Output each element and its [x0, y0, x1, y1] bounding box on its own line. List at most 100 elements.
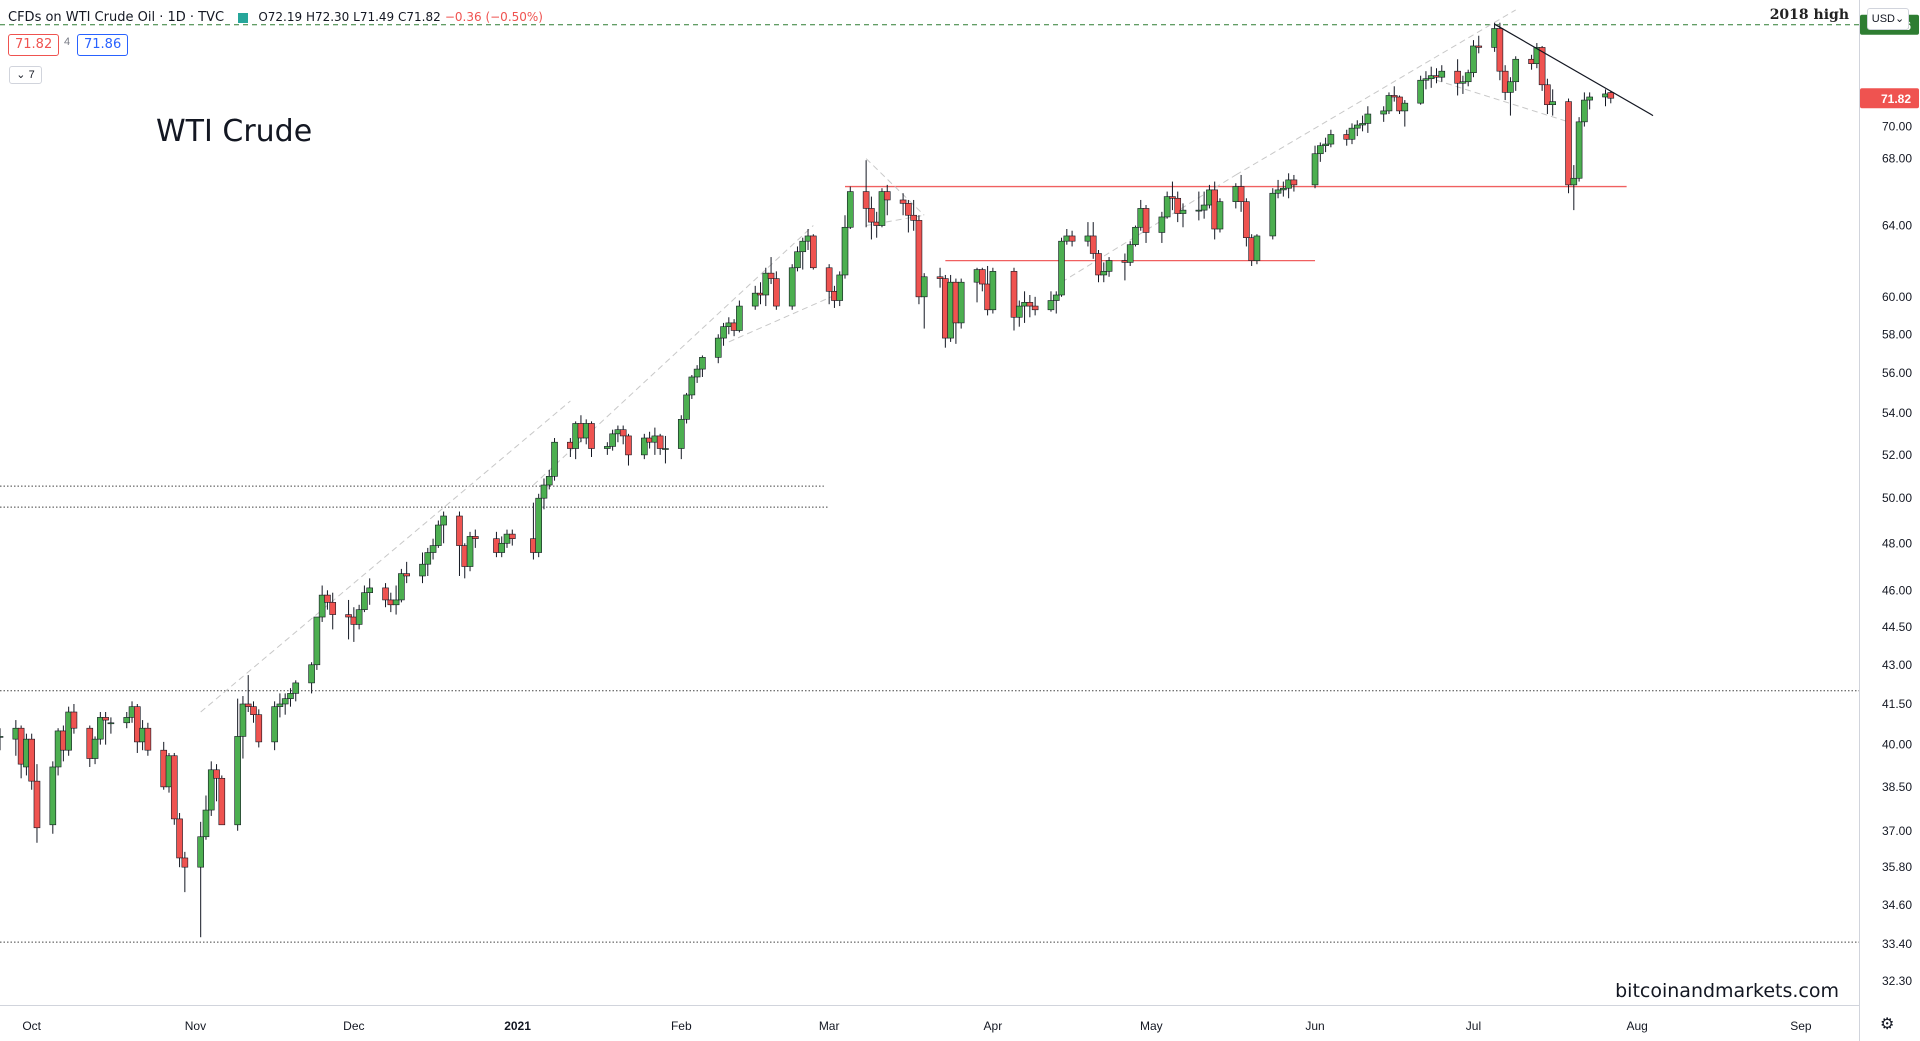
candle-body [213, 769, 220, 779]
sell-price-button[interactable]: 71.82 [8, 34, 60, 56]
candle-body [1052, 294, 1060, 301]
y-tick-label: 33.40 [1882, 937, 1912, 951]
candle-body [720, 326, 727, 339]
candle-body [456, 515, 463, 546]
candle-body [1089, 235, 1097, 254]
candle-body [1390, 95, 1398, 98]
candle-body [313, 616, 321, 666]
y-tick-label: 37.00 [1882, 824, 1912, 838]
last-price-label: 71.82 [1881, 92, 1911, 106]
candle-body [65, 711, 72, 751]
candle-body [1179, 209, 1187, 214]
candle-body [936, 276, 944, 279]
candle-body [403, 573, 410, 577]
candle-body [1385, 95, 1393, 112]
x-tick-label: Oct [22, 1019, 41, 1033]
candle-body [271, 706, 278, 743]
candle-body [1549, 101, 1556, 106]
spread-value: 4 [64, 36, 71, 48]
candle-body [1586, 96, 1593, 101]
candle-body [1105, 260, 1113, 272]
candle-body [176, 818, 183, 859]
y-tick-label: 64.00 [1882, 219, 1912, 233]
candle-body [70, 711, 78, 729]
candle-body [989, 271, 997, 311]
candle-body [1100, 271, 1108, 276]
channel-line [728, 292, 840, 343]
candle-body [429, 545, 437, 553]
chevron-down-icon: ⌄ [1895, 13, 1905, 25]
candle-body [244, 703, 252, 707]
candle-body [1348, 127, 1356, 140]
y-tick-label: 43.00 [1882, 658, 1912, 672]
channel-line [1436, 79, 1569, 123]
candle-body [107, 722, 115, 725]
x-tick-label: Nov [185, 1019, 206, 1033]
candle-body [435, 524, 442, 546]
candle-body [292, 682, 300, 694]
candle-body [688, 376, 696, 396]
x-tick-label: Aug [1627, 1019, 1648, 1033]
candle-body [33, 780, 41, 829]
candle-body [508, 533, 516, 539]
candle-body [197, 836, 204, 868]
channel-line [1235, 9, 1516, 176]
candle-body [308, 664, 315, 684]
candle-body [588, 423, 595, 449]
candle-body [1438, 70, 1446, 78]
symbol-title[interactable]: CFDs on WTI Crude Oil · 1D · TVC [8, 10, 225, 25]
x-tick-label: May [1140, 1019, 1163, 1033]
candle-body [551, 441, 558, 477]
gear-icon[interactable]: ⚙ [1880, 1016, 1895, 1033]
candle-body [234, 736, 241, 826]
candle-body [905, 203, 912, 216]
x-tick-label: Jul [1466, 1019, 1481, 1033]
candle-body [1095, 253, 1102, 276]
y-tick-label: 56.00 [1882, 366, 1912, 380]
candle-body [1322, 143, 1329, 146]
y-tick-label: 38.50 [1882, 780, 1912, 794]
candle-body [97, 717, 104, 740]
y-tick-label: 52.00 [1882, 448, 1912, 462]
candle-body [287, 693, 294, 699]
candle-body [1327, 134, 1335, 145]
candle-body [255, 714, 263, 743]
candle-body [625, 435, 632, 456]
candle-body [361, 592, 368, 610]
market-status-icon [238, 12, 249, 23]
y-tick-label: 58.00 [1882, 327, 1912, 341]
candle-body [1380, 110, 1387, 115]
candle-body [324, 594, 331, 603]
y-tick-label: 40.00 [1882, 738, 1912, 752]
candle-body [329, 602, 337, 615]
price-change: −0.36 (−0.50%) [444, 10, 543, 24]
candle-body [656, 435, 664, 449]
candle-body [1169, 196, 1176, 199]
candle-body [281, 698, 289, 705]
candle-body [799, 240, 807, 253]
candle-body [1243, 201, 1250, 238]
candle-body [1359, 123, 1366, 126]
candle-body [767, 272, 775, 279]
ohlc-values: O72.19 H72.30 L71.49 C71.82 [258, 10, 441, 24]
y-tick-label: 70.00 [1882, 120, 1912, 134]
x-tick-label: Jun [1305, 1019, 1324, 1033]
x-tick-label: Sep [1790, 1019, 1812, 1033]
buy-price-button[interactable]: 71.86 [77, 34, 129, 56]
currency-select[interactable]: USD⌄ [1867, 8, 1909, 30]
candle-body [440, 515, 447, 526]
candle-body [868, 208, 875, 223]
indicator-collapse-button[interactable]: ⌄ 7 [9, 66, 42, 84]
trendline [1494, 23, 1654, 117]
candle-body [49, 766, 57, 826]
candle-body [736, 305, 743, 331]
candle-body [545, 476, 553, 486]
price-axis [1859, 0, 1920, 1041]
candle-body [419, 563, 426, 577]
candle-body [1401, 102, 1409, 112]
candle-body [1417, 79, 1424, 104]
y-tick-label: 35.80 [1882, 860, 1912, 874]
y-tick-label: 46.00 [1882, 583, 1912, 597]
candle-body [609, 433, 616, 447]
